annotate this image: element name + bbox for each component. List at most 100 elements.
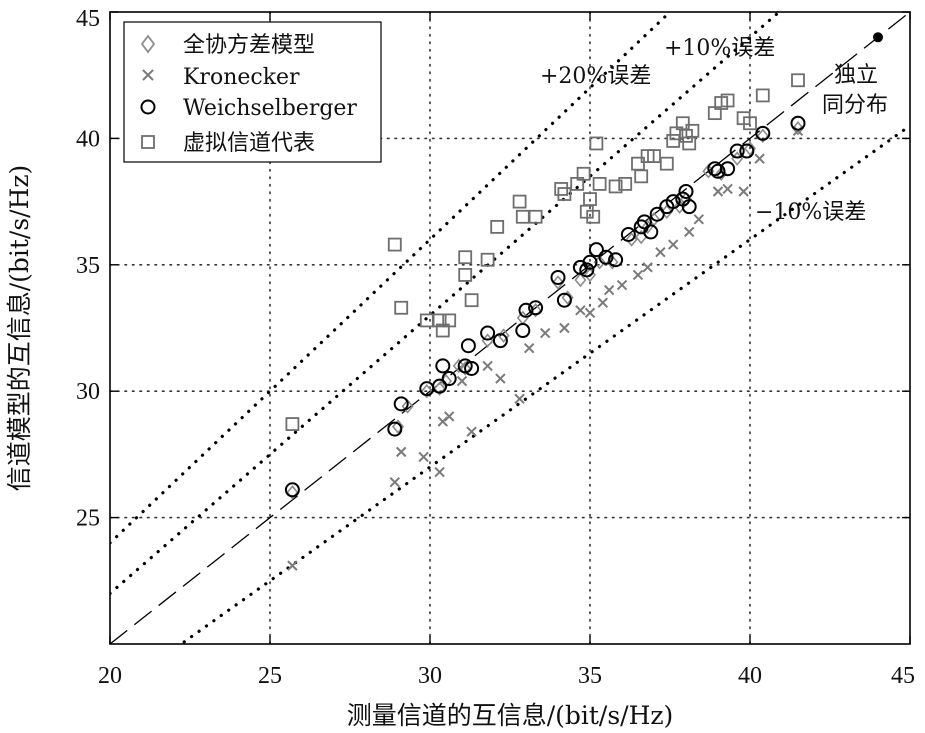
point-s3-9 — [464, 293, 479, 308]
point-s3-22 — [589, 136, 604, 151]
point-s3-23 — [592, 177, 607, 191]
annotation-plus20: +20%误差 — [540, 64, 651, 89]
point-s3-15 — [554, 182, 569, 196]
point-s1-13 — [539, 327, 551, 339]
point-s0-1 — [391, 419, 405, 434]
point-s2-16 — [556, 292, 572, 308]
point-s4-0 — [873, 32, 883, 43]
legend: 全协方差模型 Kronecker Weichselberger 虚拟信道代表 — [123, 21, 382, 163]
point-s1-8 — [466, 426, 477, 437]
point-s2-13 — [518, 302, 534, 318]
point-s1-19 — [616, 279, 628, 291]
point-s1-12 — [523, 343, 535, 354]
point-s1-20 — [632, 269, 644, 281]
y-axis-label: 信道模型的互信息/(bit/s/Hz) — [5, 165, 34, 492]
point-s3-8 — [458, 268, 473, 282]
point-s2-31 — [678, 183, 694, 199]
point-s2-2 — [393, 396, 409, 412]
point-s1-16 — [584, 307, 596, 319]
data-points — [284, 32, 883, 571]
legend-box — [123, 21, 382, 163]
point-s3-16 — [557, 187, 572, 201]
point-s1-28 — [738, 186, 749, 197]
point-s2-21 — [598, 249, 614, 265]
point-s0-28 — [743, 141, 757, 156]
point-s2-39 — [790, 115, 806, 131]
series-3 — [285, 73, 805, 431]
point-s2-18 — [579, 262, 595, 278]
point-s2-11 — [492, 333, 508, 349]
point-s1-18 — [603, 284, 615, 296]
point-s1-14 — [559, 322, 570, 334]
legend-diamond-marker — [140, 34, 156, 54]
point-s2-32 — [681, 199, 697, 215]
point-s1-22 — [655, 246, 666, 258]
point-s3-21 — [586, 209, 601, 224]
annotation-plus10: +10%误差 — [664, 36, 775, 61]
series-1 — [287, 125, 804, 571]
point-s2-38 — [755, 125, 771, 141]
point-s0-7 — [459, 361, 472, 376]
plot-frame — [109, 11, 911, 645]
point-s2-1 — [387, 421, 403, 437]
point-s0-2 — [401, 399, 414, 414]
point-s1-0 — [287, 560, 298, 571]
x-tick-label-35: 35 — [578, 663, 602, 689]
point-s3-27 — [634, 169, 649, 184]
point-s0-12 — [551, 275, 565, 290]
point-s3-29 — [647, 149, 661, 163]
y-tick-label-40: 40 — [76, 126, 100, 152]
point-s1-11 — [514, 393, 525, 404]
point-s2-19 — [582, 254, 598, 270]
point-s2-8 — [460, 338, 476, 354]
point-s1-27 — [722, 183, 733, 195]
point-s3-42 — [755, 88, 770, 103]
series-2 — [284, 115, 806, 498]
point-s2-37 — [739, 143, 755, 159]
legend-entry-weichselberger: Weichselberger — [140, 96, 357, 121]
legend-label-kronecker: Kronecker — [183, 65, 300, 90]
annotation-minus10: −10%误差 — [755, 200, 866, 225]
point-s2-7 — [457, 358, 473, 374]
point-s3-14 — [528, 209, 543, 224]
point-s3-20 — [583, 192, 597, 206]
point-s0-3 — [420, 383, 433, 399]
legend-square-marker — [141, 135, 155, 149]
reference-line-3 — [178, 124, 910, 644]
point-s2-22 — [608, 252, 624, 268]
legend-entry-full-covariance: 全协方差模型 — [140, 33, 315, 58]
y-tick-label-45: 45 — [76, 6, 100, 32]
point-s3-7 — [458, 250, 473, 265]
point-s3-1 — [387, 237, 402, 252]
y-tick-label-30: 30 — [76, 379, 100, 405]
x-tick-label-25: 25 — [258, 663, 282, 689]
point-s0-29 — [756, 128, 769, 144]
point-s0-6 — [452, 358, 465, 374]
point-s2-12 — [515, 323, 531, 339]
reference-line-1 — [110, 12, 782, 596]
point-s0-0 — [286, 485, 299, 500]
point-s2-35 — [720, 161, 736, 177]
point-s2-15 — [550, 269, 566, 285]
point-s1-17 — [597, 297, 609, 308]
point-s1-30 — [792, 125, 804, 137]
legend-circle-marker — [140, 99, 156, 115]
x-tick-label-40: 40 — [738, 663, 762, 689]
point-s2-0 — [284, 482, 300, 498]
point-s0-14 — [574, 272, 587, 288]
point-s1-23 — [667, 239, 679, 250]
point-s3-39 — [720, 93, 735, 108]
point-s3-18 — [576, 166, 591, 181]
reference-line-2 — [110, 12, 910, 644]
point-s1-7 — [456, 375, 468, 387]
point-s3-0 — [285, 417, 300, 431]
point-s1-4 — [434, 466, 445, 478]
point-s0-13 — [561, 290, 574, 305]
x-axis-label: 测量信道的互信息/(bit/s/Hz) — [347, 701, 674, 730]
point-s1-1 — [389, 477, 401, 488]
legend-x-marker — [142, 69, 154, 81]
x-tick-label-20: 20 — [98, 663, 122, 689]
point-s2-5 — [435, 358, 451, 374]
legend-label-weichselberger: Weichselberger — [183, 96, 357, 121]
